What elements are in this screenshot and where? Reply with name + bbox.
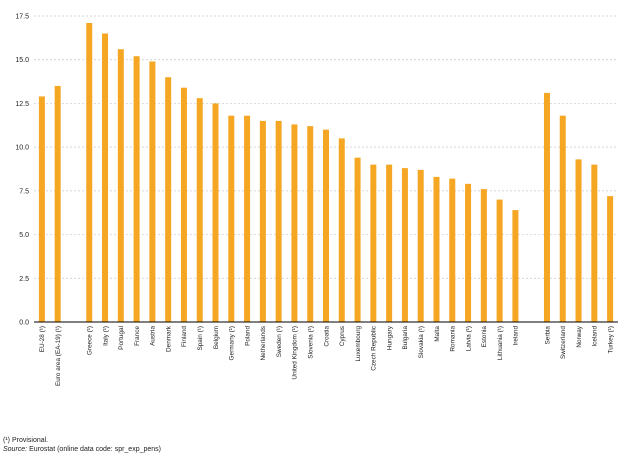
bar bbox=[117, 49, 124, 322]
bar bbox=[291, 124, 298, 322]
bar bbox=[417, 169, 424, 322]
x-tick-label: Greece (¹) bbox=[87, 326, 94, 355]
x-tick-label: Austria bbox=[150, 326, 157, 346]
x-tick-label: United Kingdom (¹) bbox=[292, 326, 299, 380]
x-tick-label: Croatia bbox=[323, 326, 330, 347]
bar bbox=[307, 126, 314, 322]
bar bbox=[607, 196, 614, 322]
bar bbox=[591, 164, 598, 322]
x-tick-label: Malta bbox=[434, 326, 441, 342]
x-tick-label: Luxembourg bbox=[355, 326, 362, 362]
bar bbox=[244, 115, 251, 322]
x-tick-label: Netherlands bbox=[260, 326, 267, 360]
bar bbox=[575, 159, 582, 322]
y-tick-label: 15.0 bbox=[15, 57, 29, 64]
y-tick-label: 5.0 bbox=[19, 232, 29, 239]
x-tick-label: Cyprus bbox=[339, 326, 346, 346]
bar bbox=[338, 138, 345, 322]
y-tick-label: 7.5 bbox=[19, 188, 29, 195]
x-tick-label: Spain (¹) bbox=[197, 326, 204, 351]
x-tick-label: Bulgaria bbox=[402, 326, 409, 350]
bar bbox=[212, 103, 219, 322]
bar bbox=[86, 22, 93, 322]
y-tick-label: 10.0 bbox=[15, 145, 29, 152]
bar bbox=[275, 120, 282, 323]
x-tick-label: Euro area (EA-19) (¹) bbox=[55, 326, 62, 386]
footnote-source: Source: Eurostat (online data code: spr_… bbox=[3, 445, 161, 454]
x-tick-label: Czech Republic bbox=[371, 325, 378, 371]
x-tick-label: Latvia (¹) bbox=[465, 326, 472, 351]
bar bbox=[480, 189, 487, 322]
bar bbox=[465, 183, 472, 322]
bar bbox=[401, 168, 408, 322]
x-tick-label: Estonia bbox=[481, 326, 488, 348]
footnote-provisional: (¹) Provisional. bbox=[3, 437, 49, 444]
bar bbox=[323, 129, 329, 322]
y-tick-label: 2.5 bbox=[19, 276, 29, 283]
bar bbox=[133, 56, 140, 323]
bar bbox=[149, 61, 156, 322]
x-tick-label: EU-28 (¹) bbox=[39, 326, 46, 352]
bar bbox=[386, 164, 393, 322]
bar bbox=[228, 115, 235, 322]
x-tick-label: Hungary bbox=[386, 325, 393, 350]
bar bbox=[449, 178, 456, 322]
x-tick-label: Italy (¹) bbox=[102, 326, 109, 346]
bar bbox=[543, 92, 550, 323]
x-tick-label: Iceland bbox=[592, 326, 599, 347]
bar bbox=[370, 164, 377, 322]
x-tick-label: Slovakia (¹) bbox=[418, 326, 425, 358]
x-tick-label: Ireland bbox=[513, 326, 520, 346]
bar bbox=[559, 115, 566, 322]
bar bbox=[165, 77, 172, 322]
x-tick-label: Norway bbox=[576, 325, 583, 347]
bar bbox=[180, 87, 187, 322]
x-tick-label: Portugal bbox=[118, 326, 125, 350]
x-tick-label: Belgium bbox=[213, 326, 220, 349]
x-tick-label: Slovenia (¹) bbox=[308, 326, 315, 359]
bar bbox=[54, 85, 61, 322]
y-tick-label: 0.0 bbox=[19, 320, 29, 327]
bars bbox=[38, 22, 614, 323]
x-tick-label: Serbia bbox=[544, 326, 551, 345]
y-axis-ticks: 0.0 2.5 5.0 7.5 10.0 12.5 15.0 17.5 bbox=[15, 14, 29, 327]
x-tick-label: Lithuania (¹) bbox=[497, 326, 504, 360]
x-tick-label: Denmark bbox=[165, 325, 172, 352]
bar bbox=[102, 33, 109, 322]
y-tick-label: 17.5 bbox=[15, 14, 29, 21]
bar bbox=[433, 176, 440, 322]
x-tick-label: Romania bbox=[450, 326, 457, 352]
x-tick-label: Poland bbox=[244, 326, 251, 346]
bar bbox=[354, 157, 361, 322]
x-axis-labels: EU-28 (¹) Euro area (EA-19) (¹) Greece (¹)… bbox=[39, 325, 614, 386]
bar bbox=[38, 96, 45, 322]
footnotes: (¹) Provisional. Source: Eurostat (onlin… bbox=[3, 436, 161, 454]
source-label: Source: bbox=[3, 446, 28, 453]
x-tick-label: Germany (¹) bbox=[229, 326, 236, 360]
bar bbox=[496, 199, 503, 322]
x-tick-label: Sweden (¹) bbox=[276, 326, 283, 357]
bar bbox=[196, 98, 203, 322]
y-tick-label: 12.5 bbox=[15, 101, 29, 108]
x-tick-label: France bbox=[134, 326, 141, 346]
x-tick-label: Switzerland bbox=[560, 326, 567, 359]
x-tick-label: Finland bbox=[181, 326, 188, 347]
x-tick-label: Turkey (¹) bbox=[607, 326, 614, 353]
bar bbox=[259, 120, 266, 323]
source-text: Eurostat (online data code: spr_exp_pens… bbox=[29, 446, 161, 453]
bar bbox=[512, 210, 519, 322]
